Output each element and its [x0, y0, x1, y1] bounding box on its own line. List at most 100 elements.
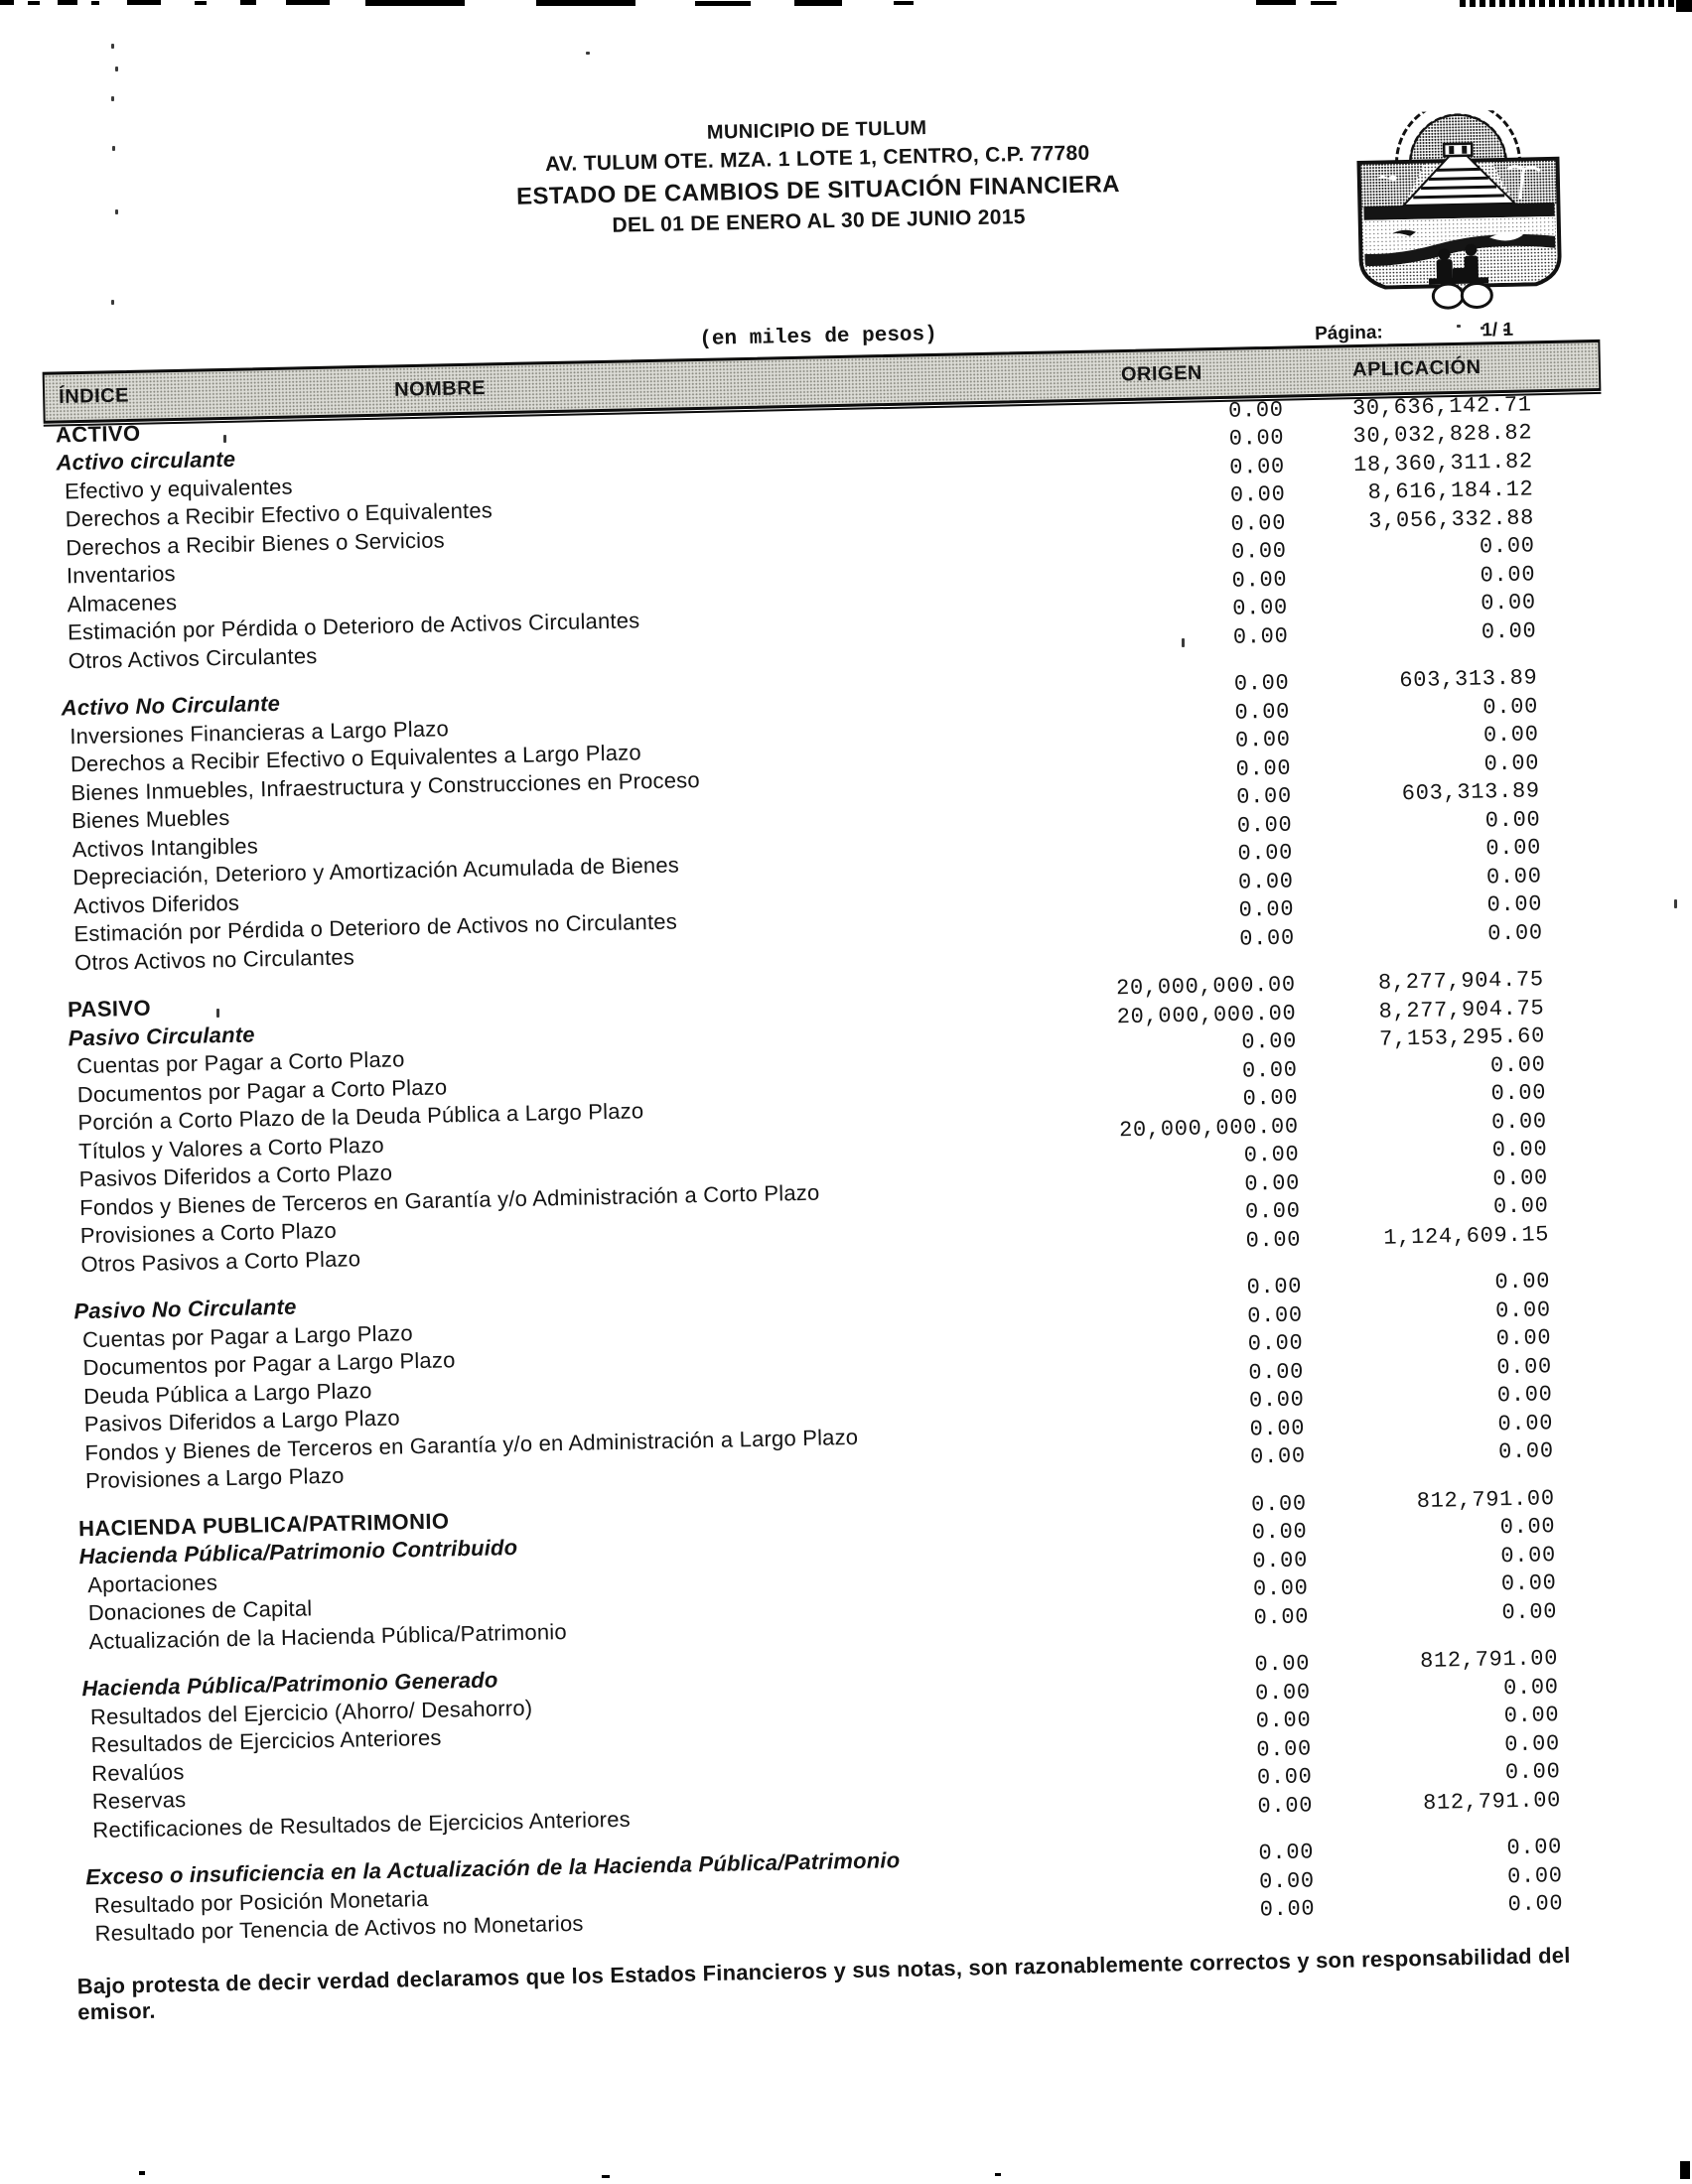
- origen-value: 0.00: [1234, 699, 1291, 726]
- origen-value: 0.00: [1236, 812, 1293, 839]
- origen-value: 0.00: [1229, 454, 1286, 480]
- table-section: Activo No Circulante 0.00 603,313.89 Invers…: [0, 662, 1689, 981]
- row-label: Provisiones a Corto Plazo: [79, 1217, 338, 1249]
- document-header: MUNICIPIO DE TULUM AV. TULUM OTE. MZA. 1…: [271, 108, 1365, 245]
- row-label: Activos Intangibles: [71, 832, 259, 862]
- aplicacion-value: 0.00: [1502, 1674, 1559, 1701]
- aplicacion-value: 0.00: [1484, 806, 1541, 833]
- aplicacion-value: 603,313.89: [1399, 665, 1538, 694]
- origen-value: 0.00: [1254, 1679, 1312, 1706]
- origen-value: 0.00: [1256, 1764, 1313, 1791]
- row-label: Otros Activos Circulantes: [68, 642, 318, 673]
- row-label: Pasivos Diferidos a Largo Plazo: [83, 1405, 401, 1437]
- origen-value: 0.00: [1241, 1028, 1298, 1055]
- aplicacion-value: 0.00: [1486, 891, 1543, 918]
- origen-value: 0.00: [1237, 840, 1294, 867]
- column-indice: ÍNDICE: [58, 384, 130, 408]
- origen-value: 20,000,000.00: [1116, 1000, 1297, 1029]
- aplicacion-value: 0.00: [1499, 1514, 1556, 1541]
- aplicacion-value: 0.00: [1500, 1542, 1557, 1569]
- origen-value: 0.00: [1256, 1735, 1313, 1762]
- aplicacion-value: 0.00: [1489, 1051, 1546, 1078]
- aplicacion-value: 8,277,904.75: [1377, 967, 1545, 996]
- aplicacion-value: 0.00: [1504, 1730, 1561, 1757]
- aplicacion-value: 30,636,142.71: [1351, 391, 1532, 421]
- aplicacion-value: 0.00: [1492, 1164, 1549, 1191]
- origen-value: 0.00: [1243, 1142, 1300, 1168]
- aplicacion-value: 0.00: [1482, 693, 1539, 720]
- origen-value: 0.00: [1253, 1603, 1310, 1631]
- origen-value: 0.00: [1237, 869, 1294, 895]
- row-label: Almacenes: [67, 589, 178, 616]
- aplicacion-value: 0.00: [1486, 919, 1544, 946]
- origen-value: 0.00: [1238, 896, 1295, 923]
- origen-value: 0.00: [1234, 727, 1291, 753]
- aplicacion-value: 0.00: [1507, 1891, 1564, 1918]
- origen-value: 0.00: [1249, 1443, 1307, 1470]
- origen-value: 0.00: [1255, 1707, 1312, 1734]
- aplicacion-value: 30,032,828.82: [1352, 420, 1533, 450]
- aplicacion-value: 0.00: [1497, 1438, 1554, 1465]
- table-section: ACTIVO 0.00 30,636,142.71 Activo circulante…: [0, 388, 1683, 678]
- row-label: Revalúos: [90, 1758, 185, 1786]
- origen-value: 0.00: [1251, 1519, 1308, 1546]
- aplicacion-value: 0.00: [1479, 533, 1535, 560]
- origen-value: 0.00: [1242, 1085, 1299, 1112]
- origen-value: 0.00: [1252, 1547, 1309, 1574]
- row-label: Pasivo Circulante: [68, 1021, 255, 1050]
- aplicacion-value: 18,360,311.82: [1352, 448, 1534, 478]
- origen-value: 0.00: [1232, 623, 1289, 650]
- aplicacion-value: 0.00: [1503, 1703, 1560, 1729]
- origen-value: 0.00: [1244, 1198, 1301, 1225]
- aplicacion-value: 812,791.00: [1422, 1787, 1562, 1816]
- origen-value: 0.00: [1228, 425, 1285, 452]
- origen-value: 0.00: [1254, 1651, 1311, 1678]
- origen-value: 0.00: [1247, 1330, 1304, 1357]
- origen-value: 0.00: [1230, 510, 1287, 537]
- row-label: Deuda Pública a Largo Plazo: [82, 1377, 372, 1409]
- origen-value: 0.00: [1244, 1169, 1301, 1197]
- table-section: PASIVO 20,000,000.00 8,277,904.75 Pasivo Ci…: [0, 964, 1692, 1283]
- aplicacion-value: 0.00: [1485, 863, 1542, 889]
- aplicacion-value: 0.00: [1506, 1862, 1563, 1889]
- aplicacion-value: 0.00: [1506, 1835, 1563, 1861]
- origen-value: 0.00: [1241, 1056, 1298, 1084]
- page-label: Página:: [1314, 322, 1383, 344]
- aplicacion-value: 1,124,609.15: [1383, 1221, 1550, 1251]
- column-aplicacion: APLICACIÓN: [1351, 355, 1481, 381]
- origen-value: 0.00: [1246, 1301, 1304, 1329]
- row-label: Activos Diferidos: [72, 889, 240, 918]
- tulum-shield-logo: [1356, 108, 1562, 310]
- column-nombre: NOMBRE: [393, 376, 487, 401]
- origen-value: 0.00: [1238, 925, 1296, 952]
- column-origen: ORIGEN: [1120, 361, 1203, 386]
- aplicacion-value: 0.00: [1480, 561, 1536, 589]
- origen-value: 0.00: [1233, 670, 1290, 697]
- aplicacion-value: 0.00: [1480, 590, 1537, 616]
- aplicacion-value: 0.00: [1490, 1080, 1547, 1107]
- aplicacion-value: 812,791.00: [1416, 1485, 1555, 1514]
- row-label: Activo No Circulante: [61, 690, 281, 721]
- origen-value: 0.00: [1257, 1792, 1314, 1819]
- row-label: Provisiones a Largo Plazo: [84, 1462, 345, 1494]
- origen-value: 20,000,000.00: [1115, 972, 1297, 1002]
- origen-value: 0.00: [1232, 595, 1289, 621]
- aplicacion-value: 8,616,184.12: [1367, 477, 1534, 505]
- page-number: 1/ 1: [1481, 319, 1514, 341]
- origen-value: 0.00: [1227, 397, 1284, 424]
- origen-value: 0.00: [1252, 1575, 1309, 1602]
- aplicacion-value: 0.00: [1494, 1269, 1551, 1296]
- row-label: ACTIVO: [55, 420, 141, 448]
- row-label: Cuentas por Pagar a Corto Plazo: [76, 1046, 405, 1079]
- table-section: Hacienda Pública/Patrimonio Generado 0.00…: [12, 1643, 1692, 1848]
- aplicacion-value: 0.00: [1495, 1325, 1552, 1352]
- row-label: Donaciones de Capital: [87, 1595, 313, 1626]
- origen-value: 0.00: [1249, 1415, 1306, 1442]
- aplicacion-value: 3,056,332.88: [1367, 504, 1535, 534]
- origen-value: 0.00: [1250, 1490, 1308, 1518]
- unit-note: (en miles de pesos): [699, 323, 938, 351]
- row-label: Pasivo No Circulante: [73, 1294, 297, 1324]
- origen-value: 0.00: [1230, 538, 1287, 565]
- aplicacion-value: 7,153,295.60: [1378, 1024, 1546, 1052]
